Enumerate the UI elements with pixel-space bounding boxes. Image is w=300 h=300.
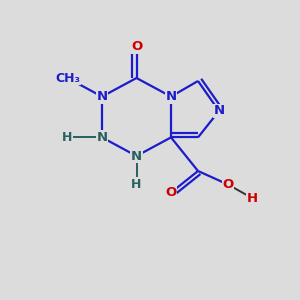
Text: N: N — [96, 131, 108, 144]
Text: N: N — [165, 90, 177, 103]
Text: H: H — [131, 178, 142, 191]
Text: N: N — [131, 149, 142, 163]
Text: H: H — [246, 191, 258, 205]
Text: O: O — [222, 178, 234, 191]
Text: N: N — [96, 90, 108, 103]
Text: CH₃: CH₃ — [55, 71, 80, 85]
Text: N: N — [213, 104, 225, 118]
Text: H: H — [62, 131, 73, 144]
Text: O: O — [165, 186, 177, 199]
Text: O: O — [131, 40, 142, 53]
